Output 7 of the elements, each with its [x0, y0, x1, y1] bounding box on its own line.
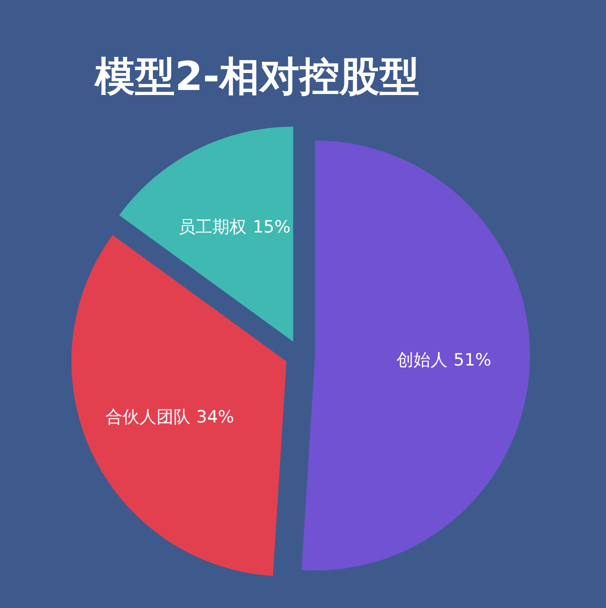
data-label: 51% [454, 350, 492, 371]
slice-label: 创始人 [396, 350, 448, 371]
slice-label: 员工期权 [178, 218, 247, 238]
slice-label: 合伙人团队 [105, 407, 190, 428]
chart-title: 模型2-相对控股型 [94, 54, 420, 100]
data-label: 34% [196, 407, 234, 428]
data-label: 15% [252, 218, 291, 238]
